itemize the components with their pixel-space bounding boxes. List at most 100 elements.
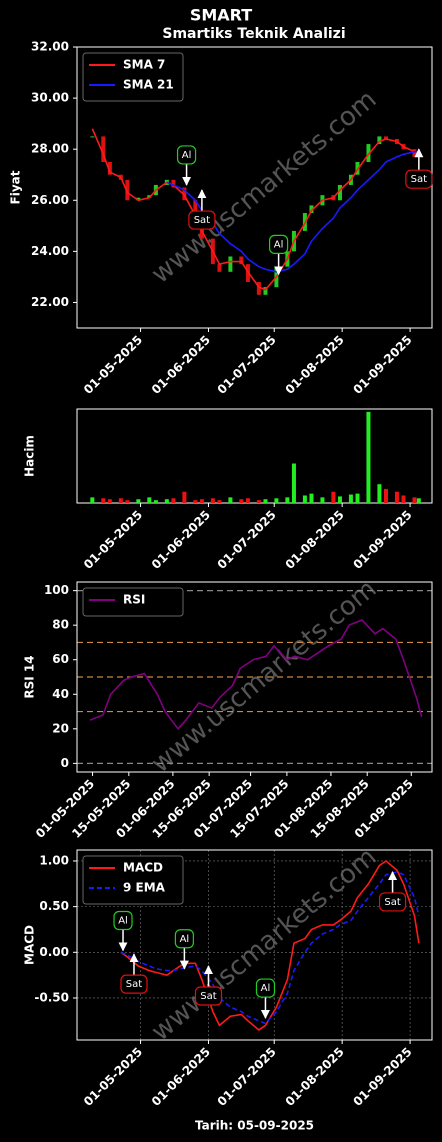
series-line: [120, 859, 420, 1031]
y-tick-label: 1.00: [39, 853, 69, 867]
signal-annotation: Al: [255, 978, 276, 1019]
series-line: [91, 128, 420, 291]
volume-bar: [164, 499, 169, 503]
signal-label: Sat: [200, 991, 216, 1002]
candle: [309, 205, 314, 214]
plot-frame: [76, 46, 433, 329]
volume-bar: [331, 491, 336, 503]
volume-bar: [320, 497, 325, 503]
signal-box: [378, 892, 407, 912]
volume-bar: [394, 491, 399, 503]
volume-bar: [193, 500, 198, 503]
signal-annotation: Sat: [188, 189, 216, 230]
signal-box: [269, 234, 289, 254]
chart-title: SMART: [190, 6, 252, 25]
volume-bar: [125, 500, 130, 503]
signal-box: [194, 986, 223, 1006]
candle: [101, 136, 106, 162]
volume-bar: [153, 500, 158, 503]
signal-box: [188, 210, 216, 230]
volume-bar: [101, 498, 106, 503]
volume-bar: [107, 499, 112, 503]
volume-bar: [309, 493, 314, 503]
volume-bar: [348, 494, 353, 503]
y-tick-label: -0.50: [34, 990, 69, 1004]
volume-bar: [366, 411, 371, 503]
signal-annotation: Al: [269, 234, 289, 276]
volume-bar: [171, 498, 176, 503]
legend-label: SMA 7: [123, 58, 165, 72]
signal-label: Sat: [384, 897, 400, 908]
x-tick-label: 01-06-2025: [149, 333, 213, 397]
candle: [182, 187, 187, 201]
signal-label: Al: [118, 915, 128, 926]
watermark: www.uscmarkets.com: [146, 84, 383, 289]
volume-bar: [377, 484, 382, 503]
signal-box: [120, 974, 148, 994]
legend-label: RSI: [123, 593, 145, 607]
y-tick-label: 32.00: [31, 40, 69, 54]
volume-bar: [302, 495, 307, 503]
y-tick-label: 30.00: [31, 91, 69, 105]
volume-bar: [401, 495, 406, 503]
y-tick-label: 40: [52, 687, 69, 701]
volume-bar: [239, 499, 244, 503]
volume-bar: [416, 498, 421, 503]
volume-bar: [136, 499, 141, 503]
x-tick-label: 01-06-2025: [149, 1045, 213, 1109]
signal-annotation: Al: [174, 929, 194, 970]
plot-frame: [76, 408, 433, 504]
candle: [377, 136, 382, 145]
signal-box: [176, 145, 197, 165]
volume-bar: [217, 500, 222, 503]
signal-label: Sat: [411, 174, 427, 185]
volume-bar: [383, 488, 388, 503]
x-tick-label: 01-05-2025: [81, 1045, 145, 1109]
candle: [171, 179, 176, 188]
y-axis-label: MACD: [23, 925, 37, 965]
volume-bar: [90, 497, 95, 503]
volume-bar: [263, 499, 268, 503]
signal-label: Al: [182, 150, 192, 161]
volume-bar: [412, 497, 417, 503]
legend-label: SMA 21: [123, 78, 174, 92]
candle: [256, 282, 261, 295]
volume-bar: [256, 500, 261, 503]
volume-bar: [147, 497, 152, 503]
y-tick-label: 0: [61, 756, 69, 770]
signal-label: Sat: [126, 979, 142, 990]
candle: [239, 256, 244, 265]
volume-bar: [118, 498, 123, 503]
y-tick-label: 0.50: [39, 899, 69, 913]
x-tick-label: 01-09-2025: [351, 333, 415, 397]
y-tick-label: 20: [52, 721, 69, 735]
signal-annotation: Al: [176, 145, 197, 186]
candle: [366, 144, 371, 162]
plot-frame: [76, 581, 433, 773]
volume-bar: [228, 497, 233, 503]
y-tick-label: 24.00: [31, 244, 69, 258]
y-axis-label: RSI 14: [23, 655, 37, 698]
series-line: [89, 619, 423, 731]
legend-box: [82, 587, 184, 617]
x-tick-label: 01-09-2025: [351, 1045, 415, 1109]
signal-annotation: Al: [113, 910, 133, 952]
candle: [263, 287, 268, 295]
volume-bar: [291, 463, 296, 503]
y-axis-label: Fiyat: [9, 170, 23, 204]
signal-annotation: Sat: [120, 953, 148, 994]
x-tick-label: 01-08-2025: [283, 1045, 347, 1109]
x-tick-label: 01-07-2025: [215, 333, 279, 397]
signal-box: [405, 169, 433, 189]
candle: [125, 179, 130, 201]
candle: [107, 161, 112, 175]
signal-label: Al: [261, 983, 271, 994]
x-tick-label: 01-07-2025: [215, 1045, 279, 1109]
y-tick-label: 60: [52, 652, 69, 666]
series-line: [120, 871, 420, 1025]
volume-bar: [274, 498, 279, 503]
signal-box: [113, 910, 133, 931]
plot-frame: [76, 849, 433, 1041]
candle: [217, 264, 222, 272]
